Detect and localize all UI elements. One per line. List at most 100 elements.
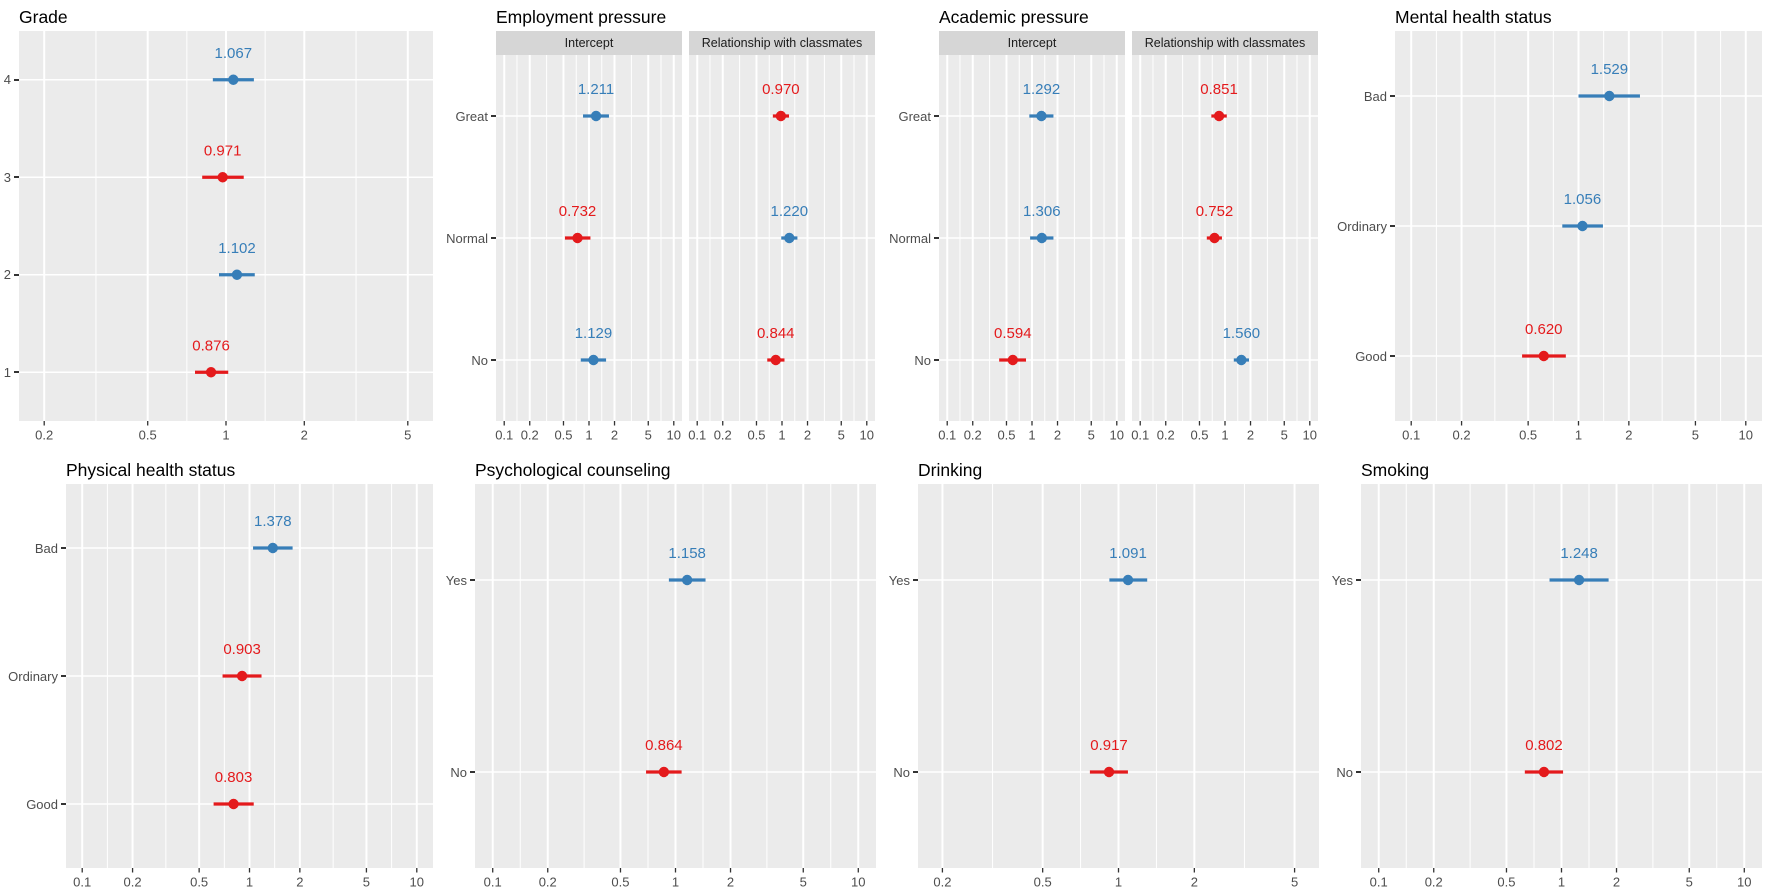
value-label-normal: 1.306 [1023,203,1061,220]
x-axis: 0.1 0.2 0.5 1 2 5 10 [1370,868,1752,890]
y-axis-label-no: No [1329,763,1361,781]
y-axis-label-2: 2 [0,266,19,284]
x-axis-tick-label: 10 [860,428,874,443]
x-axis: 0.1 0.2 0.5 1 2 5 10 [484,868,866,890]
estimate-point-no [1538,766,1550,778]
y-axis-tick-mark [1390,95,1395,97]
x-axis-tick-label: 1 [222,428,229,443]
y-axis-labels: Great Normal No [443,31,496,421]
y-axis-labels: Great Normal No [886,31,939,421]
x-axis-tick-label: 0.1 [688,428,706,443]
value-label-no: 0.594 [994,325,1032,342]
y-axis-label-text: Good [26,796,58,812]
panel-title-drinking: Drinking [918,460,983,480]
estimate-point-great [775,110,787,122]
y-axis-label-text: No [893,764,910,780]
y-axis-tick-mark [913,579,918,581]
facet-plot: 0.1 0.2 0.5 1 2 5 10 0.851 0.752 1.560 [1131,55,1318,443]
estimate-point-ordinary [1577,220,1588,232]
value-label-3: 0.971 [204,142,242,159]
value-label-4: 1.067 [215,45,253,62]
facet-strip-relationship-with-classmates: Relationship with classmates [689,31,875,55]
x-axis-tick-label: 0.5 [1190,428,1208,443]
y-axis-label-text: Yes [445,572,467,588]
estimate-point-3 [217,172,228,183]
y-axis-label-text: Bad [34,540,58,556]
major-gridlines [1132,55,1318,421]
y-axis-label-bad: Bad [0,539,66,557]
value-label-great: 0.851 [1200,81,1238,98]
y-axis-label-text: Normal [446,230,488,246]
facet-plot: 0.1 0.2 0.5 1 2 5 10 1.158 0.864 [475,484,876,890]
series: 1.158 0.864 [645,545,706,778]
panel-content: 4 3 2 1 0.2 0.5 1 2 5 1.067 0.971 1.102 0.876 [0,31,443,446]
x-axis-tick-label: 0.5 [554,428,572,443]
x-axis-tick-label: 0.2 [964,428,982,443]
x-axis-tick-label: 2 [296,875,303,890]
y-axis-label-bad: Bad [1329,87,1395,105]
panel-title-psychological-counseling: Psychological counseling [475,460,671,480]
y-axis-labels: Bad Ordinary Good [1329,31,1395,421]
x-axis-tick-label: 5 [1686,875,1693,890]
y-axis-label-text: Normal [889,230,931,246]
x-axis-tick-label: 0.2 [933,875,951,890]
y-axis-tick-mark [470,771,475,773]
y-axis-tick-mark [934,115,939,117]
panel-physical-health-status: Physical health status Bad Ordinary Good 0.1… [0,446,443,893]
x-axis-tick-label: 0.1 [495,428,513,443]
facet: 0.1 0.2 0.5 1 2 5 10 1.378 0.903 0.803 [66,484,433,893]
x-axis-tick-label: 2 [1191,875,1198,890]
y-axis-label-good: Good [1329,347,1395,365]
panel-psychological-counseling: Psychological counseling Yes No 0.1 0.2 0.5 1 2… [443,446,886,893]
value-label-yes: 1.091 [1109,545,1147,562]
y-axis-tick-mark [61,675,66,677]
y-axis-label-text: No [914,352,931,368]
x-axis-tick-label: 1 [246,875,253,890]
x-axis-tick-label: 0.1 [484,875,502,890]
estimate-point-yes [681,574,693,586]
x-axis-tick-label: 2 [804,428,811,443]
x-axis-tick-label: 0.5 [1519,428,1537,443]
panel-content: Yes No 0.2 0.5 1 2 5 1.091 0.917 [886,484,1329,893]
panel-title-physical-health-status: Physical health status [66,460,236,480]
y-axis-label-yes: Yes [1329,571,1361,589]
panel-content: Bad Ordinary Good 0.1 0.2 0.5 1 2 5 10 1.378 0.903 0… [0,484,443,893]
x-axis-tick-label: 5 [800,875,807,890]
series: 1.378 0.903 0.803 [213,513,293,810]
x-axis-tick-label: 0.1 [1370,875,1388,890]
estimate-point-no [1236,354,1247,366]
y-axis-labels: Bad Ordinary Good [0,484,66,868]
y-axis-label-1: 1 [0,363,19,381]
y-axis-label-text: Ordinary [1337,218,1387,234]
y-axis-label-text: Great [898,108,931,124]
value-label-normal: 0.732 [559,203,597,220]
y-axis-tick-mark [61,547,66,549]
minor-gridlines [1405,484,1718,868]
y-axis-label-great: Great [886,107,939,125]
series: 1.292 1.306 0.594 [994,81,1061,366]
panel-title-mental-health-status: Mental health status [1395,7,1552,27]
y-axis-tick-mark [61,803,66,805]
x-axis-tick-label: 5 [645,428,652,443]
x-axis-tick-label: 0.2 [124,875,142,890]
x-axis: 0.1 0.2 0.5 1 2 5 10 [688,421,874,443]
panel-grade: Grade 4 3 2 1 0.2 0.5 1 2 5 1.067 0.971 1.102 0.876 [0,0,443,446]
y-axis-label-text: No [1336,764,1353,780]
estimate-point-normal [784,232,795,244]
estimate-point-good [1538,350,1549,362]
value-label-ordinary: 0.903 [223,641,261,658]
y-axis-label-text: Great [455,108,488,124]
y-axis-tick-mark [934,237,939,239]
y-axis-tick-mark [470,579,475,581]
y-axis-tick-mark [491,359,496,361]
estimate-point-no [588,354,599,366]
x-axis-tick-label: 10 [1739,428,1753,443]
estimate-point-no [770,354,781,366]
x-axis-tick-label: 10 [410,875,424,890]
x-axis-tick-label: 1 [1221,428,1228,443]
x-axis-tick-label: 10 [667,428,681,443]
y-axis-label-no: No [886,763,918,781]
facet-strip-relationship-with-classmates: Relationship with classmates [1132,31,1318,55]
facet-plot: 0.1 0.2 0.5 1 2 5 10 1.378 0.903 0.803 [66,484,433,890]
